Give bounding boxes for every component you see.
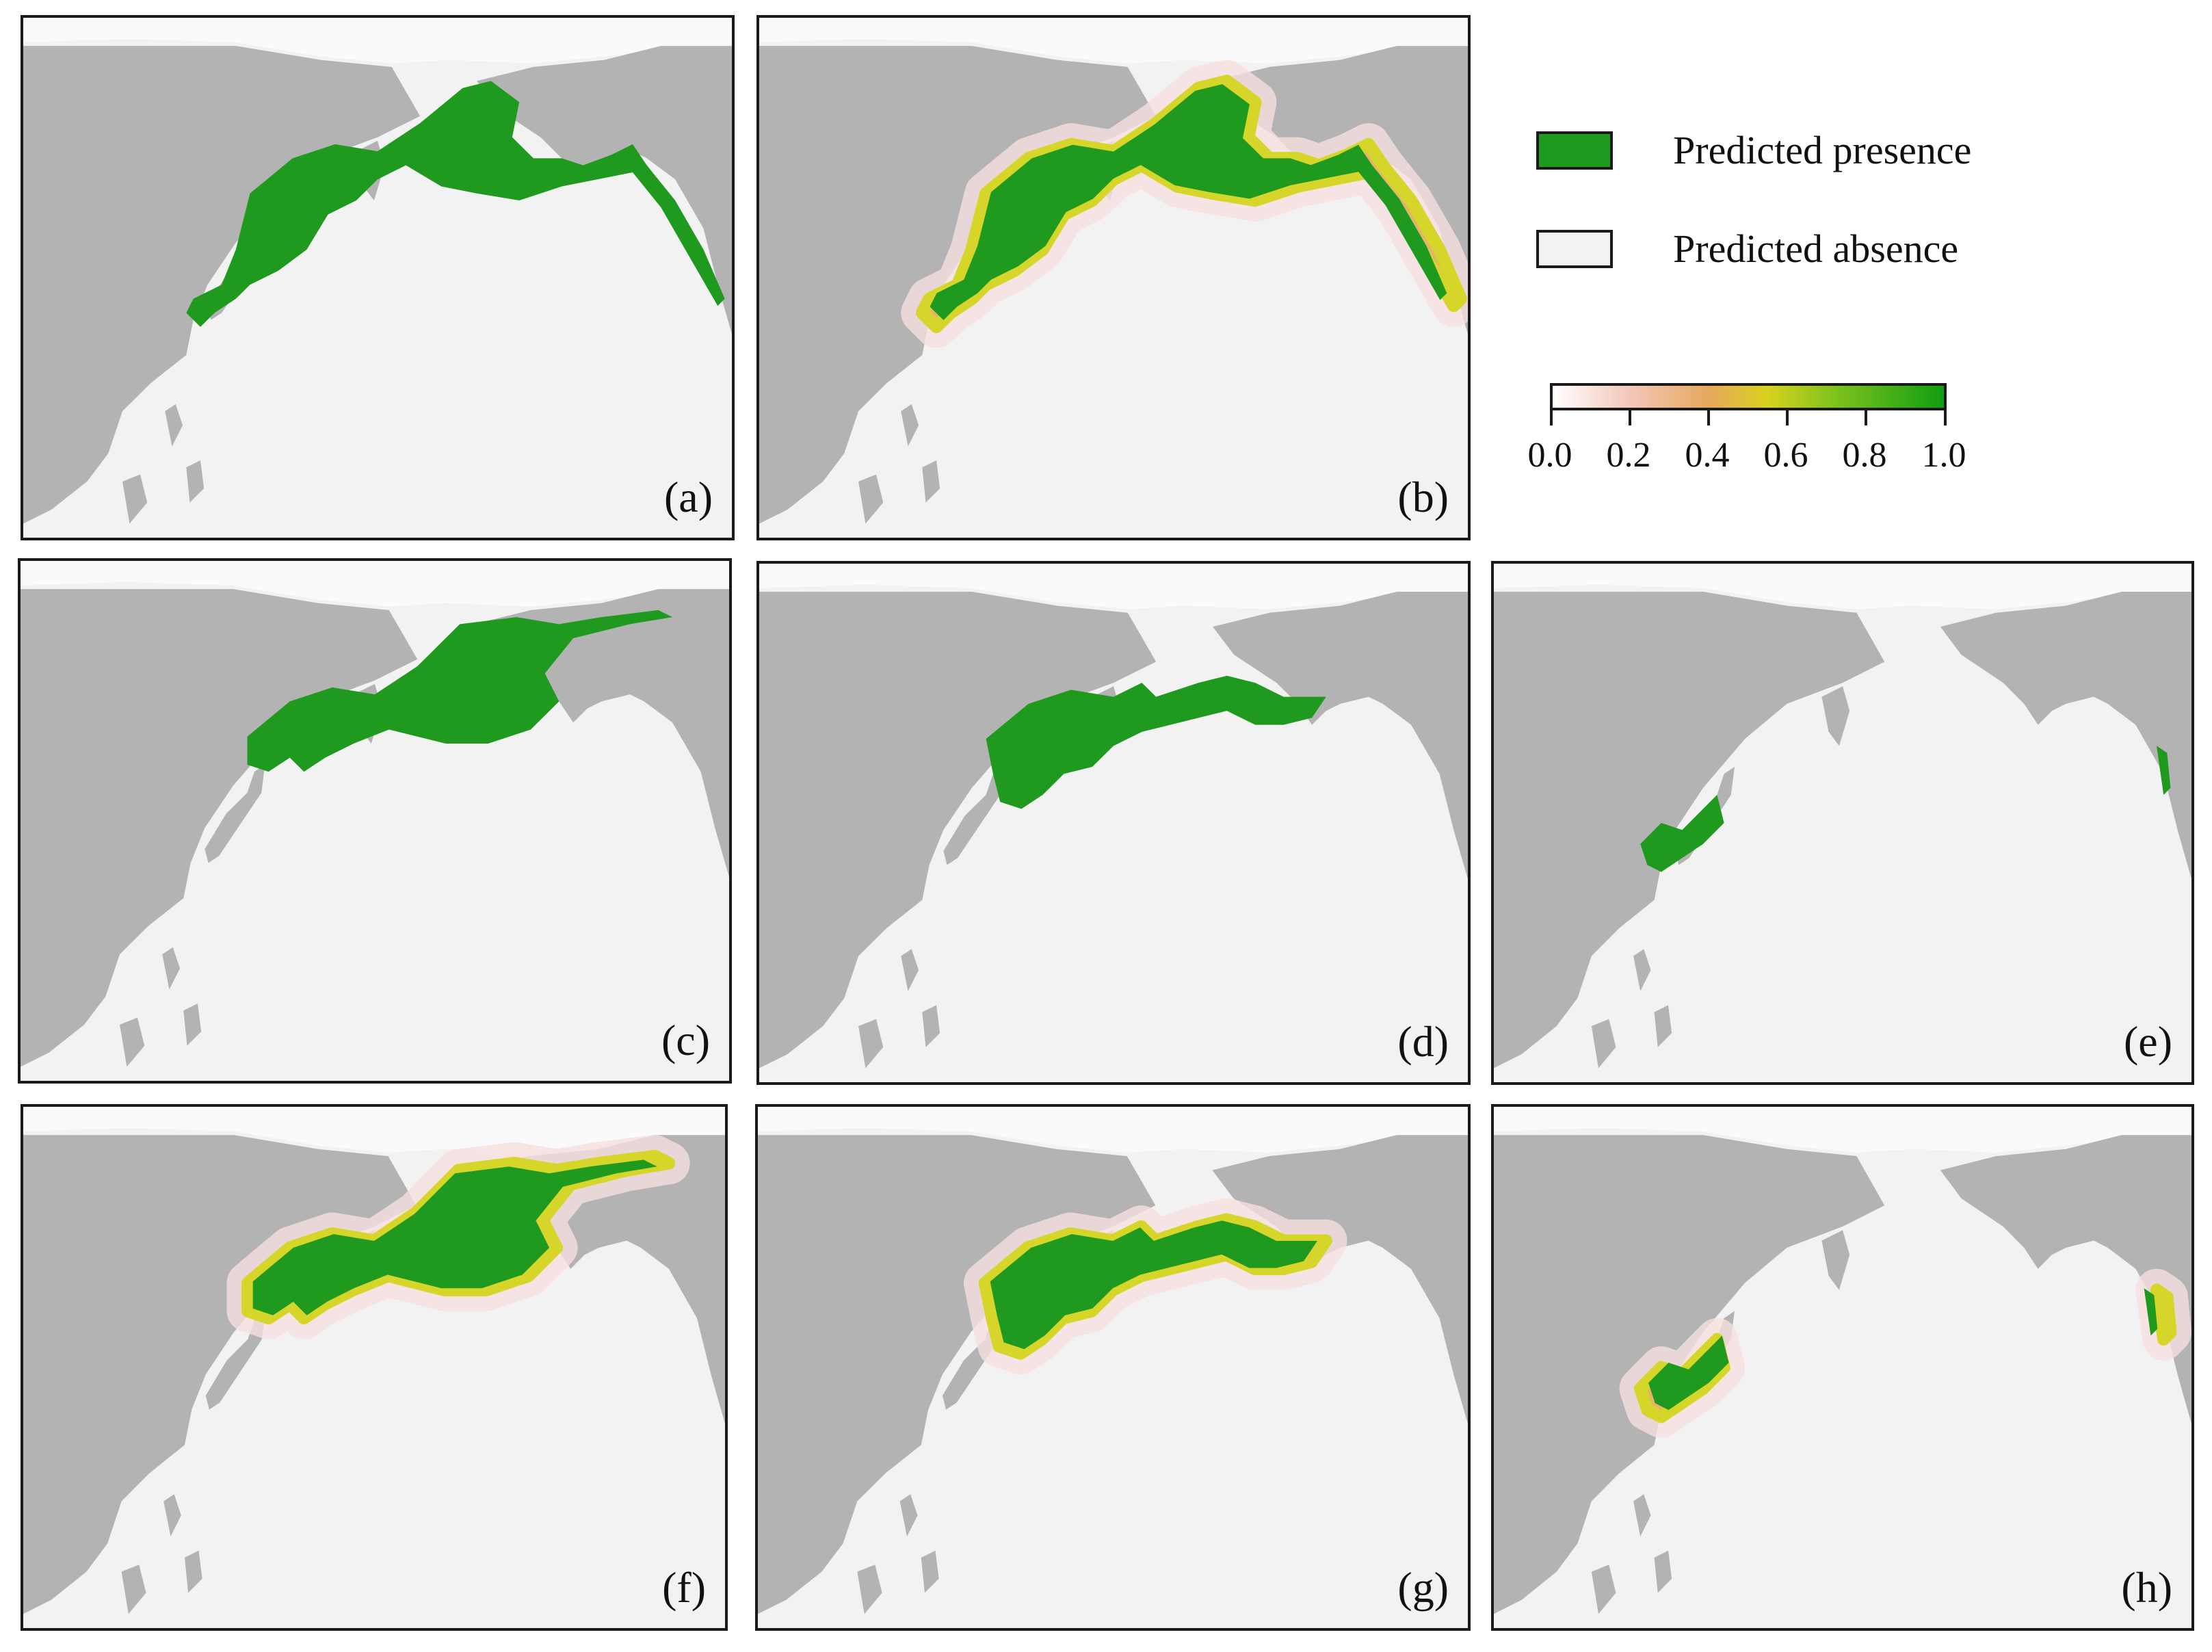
colorbar-tick-1	[1629, 410, 1631, 425]
map-panel-d: (d)	[756, 561, 1471, 1085]
panel-label-b: (b)	[1397, 473, 1449, 521]
legend-absence: Predicted absence	[1536, 226, 1958, 272]
colorbar-label-0: 0.0	[1527, 436, 1572, 475]
colorbar-tick-3	[1786, 410, 1789, 425]
map-panel-a: (a)	[21, 15, 735, 540]
map-f	[23, 1107, 725, 1628]
colorbar-tick-0	[1550, 410, 1553, 425]
map-a	[23, 18, 732, 538]
legend-presence: Predicted presence	[1536, 127, 1971, 173]
map-panel-c: (c)	[18, 558, 732, 1084]
map-h	[1494, 1107, 2191, 1628]
map-g	[758, 1107, 1468, 1628]
colorbar-label-3: 0.6	[1763, 436, 1808, 475]
panel-label-g: (g)	[1397, 1563, 1449, 1612]
presence-swatch	[1536, 131, 1613, 170]
colorbar-tick-2	[1707, 410, 1710, 425]
map-panel-g: (g)	[755, 1104, 1471, 1631]
map-panel-f: (f)	[21, 1104, 728, 1631]
panel-label-d: (d)	[1397, 1017, 1449, 1066]
map-panel-h: (h)	[1491, 1104, 2194, 1631]
colorbar-label-1: 0.2	[1606, 436, 1651, 475]
panel-label-f: (f)	[662, 1563, 706, 1612]
absence-swatch	[1536, 229, 1613, 268]
map-panel-b: (b)	[756, 15, 1471, 540]
map-d	[759, 564, 1468, 1082]
colorbar-tick-4	[1865, 410, 1867, 425]
map-e	[1494, 564, 2191, 1082]
colorbar-tick-5	[1944, 410, 1947, 425]
map-c	[21, 561, 729, 1081]
colorbar-label-5: 1.0	[1921, 436, 1966, 475]
probability-colorbar	[1550, 383, 1947, 410]
panel-label-c: (c)	[661, 1016, 710, 1064]
presence-label: Predicted presence	[1673, 128, 1972, 172]
panel-label-h: (h)	[2121, 1563, 2172, 1612]
absence-label: Predicted absence	[1673, 226, 1959, 271]
panel-label-e: (e)	[2123, 1017, 2172, 1066]
map-b	[759, 18, 1468, 538]
map-panel-e: (e)	[1491, 561, 2194, 1085]
panel-label-a: (a)	[663, 473, 713, 521]
colorbar-label-2: 0.4	[1685, 436, 1730, 475]
colorbar-label-4: 0.8	[1842, 436, 1887, 475]
